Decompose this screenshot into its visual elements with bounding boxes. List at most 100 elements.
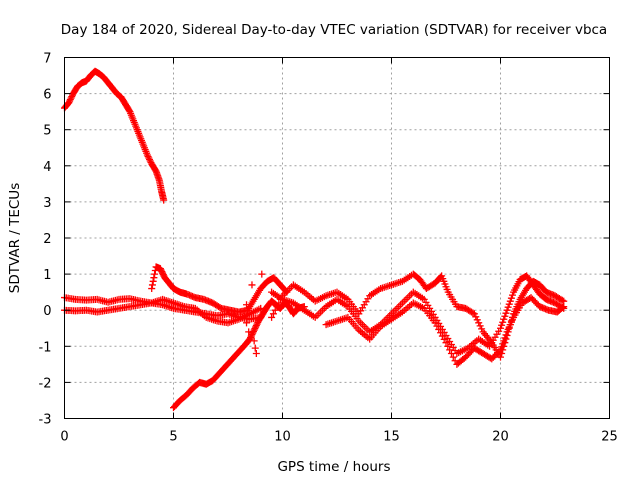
y-tick-label: 7 [43, 52, 51, 67]
data-point [243, 301, 251, 309]
data-point-fill [159, 269, 167, 277]
data-point-fill [501, 312, 509, 320]
data-point-fill [475, 319, 483, 327]
y-axis-label: SDTVAR / TECUs [7, 183, 23, 293]
data-point-fill [158, 268, 166, 276]
data-point [252, 350, 260, 358]
data-point [257, 304, 265, 312]
data-point-fill [500, 315, 508, 323]
x-tick-label: 15 [383, 430, 400, 445]
y-tick-label: 3 [43, 196, 51, 211]
y-tick-label: 2 [43, 232, 51, 247]
data-point-fill [502, 331, 510, 339]
data-point [246, 335, 254, 343]
data-point-fill [151, 270, 159, 278]
y-tick-label: 5 [43, 124, 51, 139]
data-point-fill [498, 343, 506, 351]
data-point-fill [68, 93, 76, 101]
axis-ticks [64, 57, 610, 419]
data-point-fill [67, 94, 75, 102]
data-point-fill [66, 97, 74, 105]
data-point-fill [473, 316, 481, 324]
y-tick-label: -1 [39, 340, 52, 355]
data-point-fill [146, 155, 154, 163]
data-point [470, 310, 478, 318]
data-point-fill [478, 325, 486, 333]
data-point [257, 313, 265, 321]
y-tick-label: -3 [39, 413, 52, 428]
data-point [245, 328, 253, 336]
data-point-fill [66, 96, 74, 104]
data-point [143, 151, 151, 159]
data-point-fill [495, 347, 503, 355]
data-point-fill [558, 296, 566, 304]
data-point-fill [150, 274, 158, 282]
data-point-fill [499, 318, 507, 326]
data-point-fill [277, 295, 285, 303]
data-point-fill [559, 303, 567, 311]
x-tick-label: 20 [492, 430, 509, 445]
data-point-fill [506, 297, 514, 305]
data-point [503, 306, 511, 314]
data-point-fill [508, 291, 516, 299]
data-point [248, 281, 256, 289]
data-point [442, 339, 450, 347]
y-tick-label: 6 [43, 88, 51, 103]
data-point-fill [507, 294, 515, 302]
data-point [160, 196, 168, 204]
data-point-fill [444, 342, 452, 350]
data-point-fill [501, 334, 509, 342]
data-point-fill [476, 322, 484, 330]
data-point-fill [446, 346, 454, 354]
x-axis-label: GPS time / hours [277, 459, 390, 475]
data-point-fill [252, 322, 260, 330]
x-tick-label: 5 [169, 430, 177, 445]
y-tick-label: 1 [43, 268, 51, 283]
data-point-fill [504, 303, 512, 311]
data-point-fill [145, 154, 153, 162]
data-point [258, 270, 266, 278]
data-point-fill [271, 306, 279, 314]
data-point [497, 353, 504, 361]
data-marks [61, 67, 568, 412]
data-point-fill [449, 353, 457, 361]
data-point [65, 99, 73, 107]
x-tick-label: 25 [601, 430, 618, 445]
data-point-fill [125, 106, 133, 114]
y-tick-label: -2 [39, 376, 52, 391]
y-tick-label: 0 [43, 304, 51, 319]
data-point-fill [251, 325, 259, 333]
data-point-fill [269, 310, 277, 318]
data-point-fill [252, 323, 260, 331]
data-point-fill [502, 309, 510, 317]
data-point-fill [247, 334, 255, 342]
data-point [148, 285, 156, 293]
data-point-fill [275, 299, 283, 307]
data-point [243, 319, 251, 327]
data-point [156, 265, 164, 273]
data-point-fill [472, 313, 480, 321]
data-point-fill [249, 329, 257, 337]
data-point-fill [247, 332, 255, 340]
data-point-fill [498, 321, 506, 329]
y-tick-labels: -3 -2 -1 0 1 2 3 4 5 6 7 [39, 52, 52, 428]
data-point-fill [157, 266, 165, 274]
x-tick-label: 10 [274, 430, 291, 445]
data-point-fill [273, 303, 281, 311]
data-point-fill [149, 277, 157, 285]
data-point [268, 313, 276, 321]
y-tick-label: 4 [43, 160, 51, 175]
grid-lines [64, 57, 610, 419]
data-point-fill [505, 300, 513, 308]
data-point-fill [159, 271, 167, 279]
data-point [250, 326, 258, 334]
data-point [497, 346, 504, 354]
data-point-fill [144, 152, 152, 160]
data-point-fill [148, 281, 156, 289]
x-tick-labels: 0 5 10 15 20 25 [60, 430, 617, 445]
data-point-fill [469, 309, 477, 317]
data-point [251, 344, 259, 352]
data-point-fill [146, 157, 154, 165]
